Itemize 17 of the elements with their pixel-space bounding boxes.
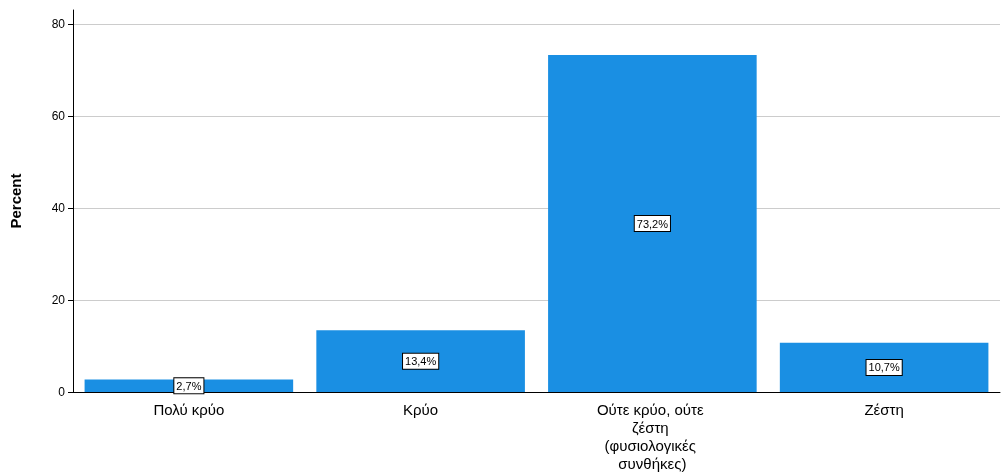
data-label: 13,4%	[405, 355, 437, 368]
y-tick-label: 0	[58, 385, 66, 399]
data-label: 2,7%	[176, 379, 202, 392]
x-tick-label: Ζέστη	[864, 400, 904, 418]
data-label: 10,7%	[868, 361, 900, 374]
data-label: 73,2%	[636, 217, 669, 230]
y-axis-title: Percent	[7, 173, 24, 229]
x-tick-label: Πολύ κρύο	[153, 400, 225, 418]
x-tick-label: Κρύο	[403, 400, 439, 418]
y-tick-label: 80	[51, 16, 66, 31]
y-tick-label: 20	[51, 292, 66, 307]
bar	[316, 330, 525, 392]
bar	[779, 342, 989, 392]
x-tick-label: Ούτε κρύο, ούτε ζέστη (φυσιολογικές συνθήκες)	[596, 400, 708, 472]
y-tick-label: 60	[51, 108, 66, 123]
bar	[548, 55, 757, 392]
y-tick-label: 40	[51, 200, 66, 215]
